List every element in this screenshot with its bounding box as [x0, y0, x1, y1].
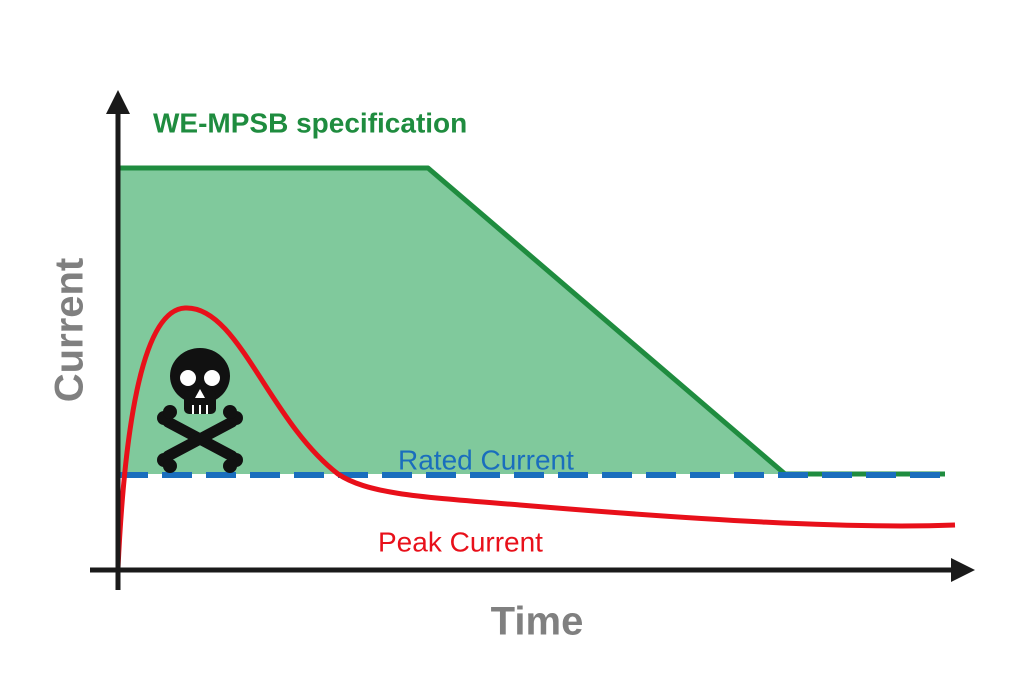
spec-label: WE-MPSB specification [153, 107, 467, 138]
y-axis-label: Current [48, 258, 92, 402]
spec-line [118, 165, 945, 477]
skull-icon [157, 348, 243, 473]
peak-label: Peak Current [378, 526, 543, 557]
spec-area [118, 168, 785, 474]
rated-label: Rated Current [398, 444, 574, 475]
y-axis-arrow [106, 90, 130, 114]
x-axis-arrow [951, 558, 975, 582]
peak-curve [115, 305, 956, 569]
x-axis-label: Time [491, 600, 584, 644]
